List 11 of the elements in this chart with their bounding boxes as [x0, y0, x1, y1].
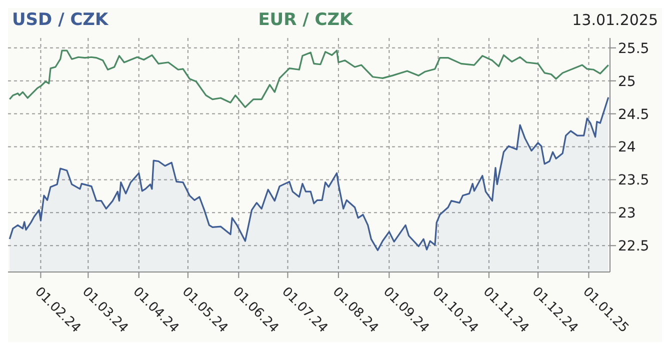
series-label: EUR / CZK — [258, 10, 353, 30]
text: 13.01.2025 — [572, 11, 658, 29]
y-tick-label: 24 — [618, 140, 636, 156]
y-tick-label: 25 — [618, 74, 636, 90]
y-tick-label: 23 — [618, 206, 636, 222]
text: USD / CZK — [12, 10, 108, 30]
y-tick-label: 23.5 — [618, 172, 650, 189]
y-tick-label: 25.5 — [618, 40, 650, 57]
y-tick-label: 24.5 — [618, 106, 650, 123]
y-tick-label: 22.5 — [618, 238, 650, 255]
line-series — [8, 50, 610, 108]
